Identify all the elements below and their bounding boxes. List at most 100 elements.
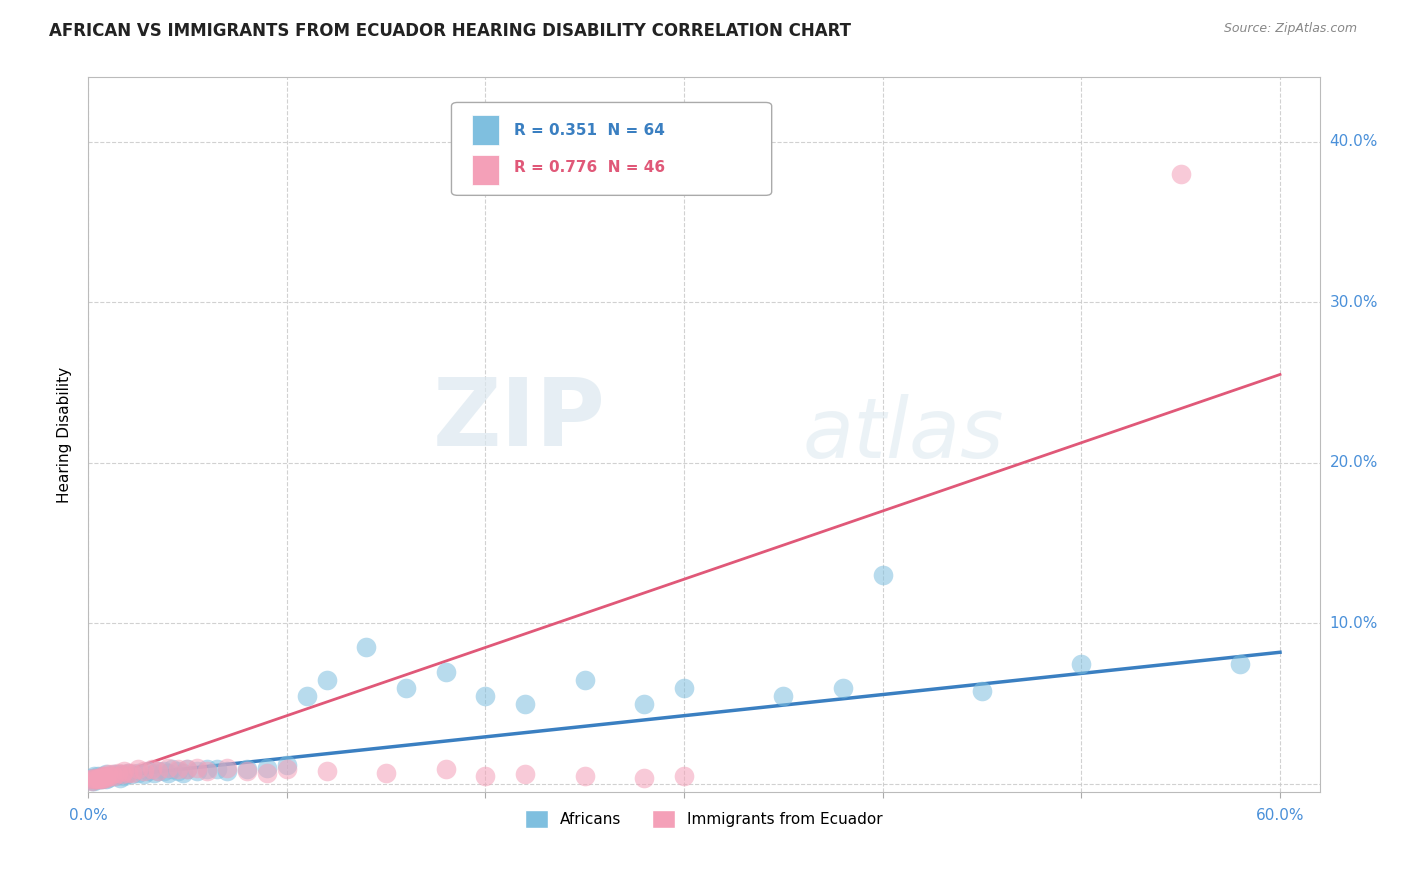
Point: [256, 765, 278, 780]
Point: [160, 763, 183, 777]
Point: [107, 767, 129, 781]
Point: [295, 689, 318, 703]
Point: [207, 763, 229, 777]
Bar: [472, 115, 499, 145]
Point: [121, 765, 143, 780]
Point: [315, 764, 337, 778]
Point: [195, 763, 218, 777]
Point: [633, 771, 655, 785]
Point: [186, 761, 208, 775]
Point: [91, 769, 114, 783]
Point: [83, 773, 105, 788]
Point: [97, 771, 120, 785]
Text: 20.0%: 20.0%: [1330, 455, 1378, 470]
Point: [474, 769, 496, 783]
Point: [103, 767, 125, 781]
Point: [236, 764, 259, 778]
Point: [633, 697, 655, 711]
Point: [83, 772, 105, 786]
Point: [1170, 167, 1192, 181]
Point: [673, 681, 696, 695]
Point: [94, 769, 117, 783]
Point: [101, 769, 124, 783]
Point: [276, 763, 298, 777]
Point: [127, 763, 149, 777]
Point: [121, 767, 143, 781]
Point: [94, 767, 117, 781]
Point: [1229, 657, 1251, 671]
Y-axis label: Hearing Disability: Hearing Disability: [58, 367, 72, 503]
Point: [82, 773, 104, 788]
Point: [94, 771, 117, 785]
Point: [97, 769, 120, 783]
Point: [107, 765, 129, 780]
Point: [127, 765, 149, 780]
Point: [142, 765, 165, 780]
Point: [87, 771, 110, 785]
Point: [117, 765, 139, 780]
Point: [434, 763, 457, 777]
Text: Source: ZipAtlas.com: Source: ZipAtlas.com: [1223, 22, 1357, 36]
Point: [515, 697, 537, 711]
Point: [112, 769, 135, 783]
Point: [395, 681, 418, 695]
Point: [87, 772, 110, 786]
Point: [91, 772, 114, 786]
Point: [173, 765, 195, 780]
Point: [93, 769, 115, 783]
Point: [375, 765, 398, 780]
Point: [256, 761, 278, 775]
Text: R = 0.776  N = 46: R = 0.776 N = 46: [515, 161, 665, 175]
Text: 30.0%: 30.0%: [1330, 294, 1378, 310]
Point: [970, 683, 993, 698]
Point: [97, 767, 120, 781]
Point: [354, 640, 377, 655]
Point: [574, 769, 596, 783]
Text: AFRICAN VS IMMIGRANTS FROM ECUADOR HEARING DISABILITY CORRELATION CHART: AFRICAN VS IMMIGRANTS FROM ECUADOR HEARI…: [49, 22, 851, 40]
Point: [115, 767, 138, 781]
Point: [236, 763, 259, 777]
Point: [108, 771, 131, 785]
Point: [217, 764, 239, 778]
Point: [112, 764, 135, 778]
Point: [103, 769, 125, 783]
Point: [136, 764, 159, 778]
Point: [111, 767, 134, 781]
Point: [574, 673, 596, 687]
Point: [152, 764, 174, 778]
Point: [195, 764, 218, 778]
FancyBboxPatch shape: [451, 103, 772, 195]
Point: [146, 764, 169, 778]
Point: [146, 764, 169, 778]
Point: [166, 764, 188, 778]
Point: [94, 772, 117, 786]
Point: [82, 771, 104, 785]
Point: [101, 767, 124, 781]
Point: [111, 767, 134, 781]
Point: [98, 769, 121, 783]
Point: [217, 761, 239, 775]
Point: [84, 771, 107, 785]
Point: [104, 769, 127, 783]
Point: [89, 771, 111, 785]
Point: [91, 772, 114, 786]
Point: [83, 772, 105, 786]
Point: [156, 765, 179, 780]
Point: [434, 665, 457, 679]
Point: [79, 772, 101, 786]
Point: [474, 689, 496, 703]
Point: [82, 773, 104, 788]
Point: [872, 568, 894, 582]
Point: [93, 771, 115, 785]
Text: 60.0%: 60.0%: [1256, 807, 1305, 822]
Point: [132, 767, 155, 781]
Point: [141, 763, 163, 777]
Text: 40.0%: 40.0%: [1330, 134, 1378, 149]
Point: [1070, 657, 1092, 671]
Text: atlas: atlas: [803, 394, 1004, 475]
Point: [166, 763, 188, 777]
Point: [89, 772, 111, 786]
Text: 10.0%: 10.0%: [1330, 615, 1378, 631]
Bar: [472, 155, 499, 185]
Point: [89, 772, 111, 786]
